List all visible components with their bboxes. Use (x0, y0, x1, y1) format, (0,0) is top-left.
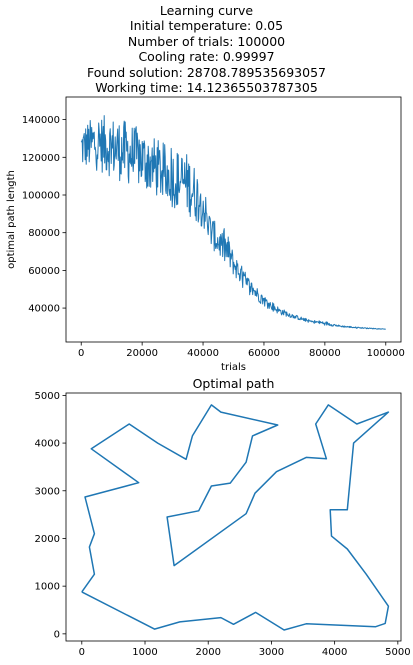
learning-curve-y-tick-label: 40000 (28, 304, 60, 315)
optimal-path-y-tick-label: 4000 (35, 439, 60, 450)
optimal-path-frame (65, 392, 402, 642)
learning-curve-x-ticks: 0 20000 40000 60000 80000 100000 (78, 342, 405, 359)
optimal-path-chart: Optimal path 0 1000 2000 3000 4000 5000 0 1000… (35, 376, 411, 658)
learning-curve-chart: 0 20000 40000 60000 80000 100000 40000 60000 80… (6, 96, 405, 373)
learning-curve-y-tick-label: 80000 (28, 228, 60, 239)
optimal-path-y-tick-label: 2000 (35, 534, 60, 545)
learning-curve-y-label: optimal path length (6, 170, 17, 269)
optimal-path-x-tick-label: 1000 (132, 647, 157, 658)
optimal-path-y-tick-label: 3000 (35, 486, 60, 497)
optimal-path-title: Optimal path (193, 376, 275, 391)
optimal-path-x-tick-label: 5000 (385, 647, 410, 658)
title-line: Found solution: 28708.789535693057 (86, 64, 326, 80)
learning-curve-x-label: trials (221, 362, 246, 373)
title-line: Initial temperature: 0.05 (129, 18, 284, 34)
optimal-path-y-ticks: 0 1000 2000 3000 4000 5000 (35, 391, 66, 640)
learning-curve-y-ticks: 40000 60000 80000 100000 120000 140000 (22, 115, 66, 315)
optimal-path-x-ticks: 0 1000 2000 3000 4000 5000 (79, 641, 411, 658)
title-line: Cooling rate: 0.99997 (138, 49, 275, 65)
optimal-path-x-tick-label: 4000 (322, 647, 347, 658)
title-line: Number of trials: 100000 (127, 33, 286, 49)
learning-curve-x-tick-label: 80000 (309, 348, 341, 359)
optimal-path-x-tick-label: 3000 (259, 647, 284, 658)
learning-curve-y-tick-label: 60000 (28, 266, 60, 277)
learning-curve-x-tick-label: 60000 (248, 348, 280, 359)
title-line: Working time: 14.12365503787305 (95, 80, 318, 96)
learning-curve-x-tick-label: 20000 (126, 348, 158, 359)
learning-curve-title: Learning curve Initial temperature: 0.05… (0, 3, 413, 95)
learning-curve-series (80, 115, 386, 330)
optimal-path-series (81, 404, 390, 631)
learning-curve-x-tick-label: 100000 (367, 348, 405, 359)
optimal-path-y-tick-label: 5000 (35, 391, 60, 402)
title-line: Learning curve (159, 3, 254, 18)
learning-curve-y-tick-label: 140000 (22, 115, 60, 126)
optimal-path-x-tick-label: 2000 (195, 647, 220, 658)
learning-curve-y-tick-label: 100000 (22, 191, 60, 202)
learning-curve-x-tick-label: 0 (78, 348, 84, 359)
optimal-path-x-tick-label: 0 (79, 647, 85, 658)
optimal-path-y-tick-label: 0 (54, 629, 60, 640)
learning-curve-y-tick-label: 120000 (22, 153, 60, 164)
optimal-path-y-tick-label: 1000 (35, 582, 60, 593)
learning-curve-x-tick-label: 40000 (187, 348, 219, 359)
learning-curve-frame (65, 96, 402, 343)
